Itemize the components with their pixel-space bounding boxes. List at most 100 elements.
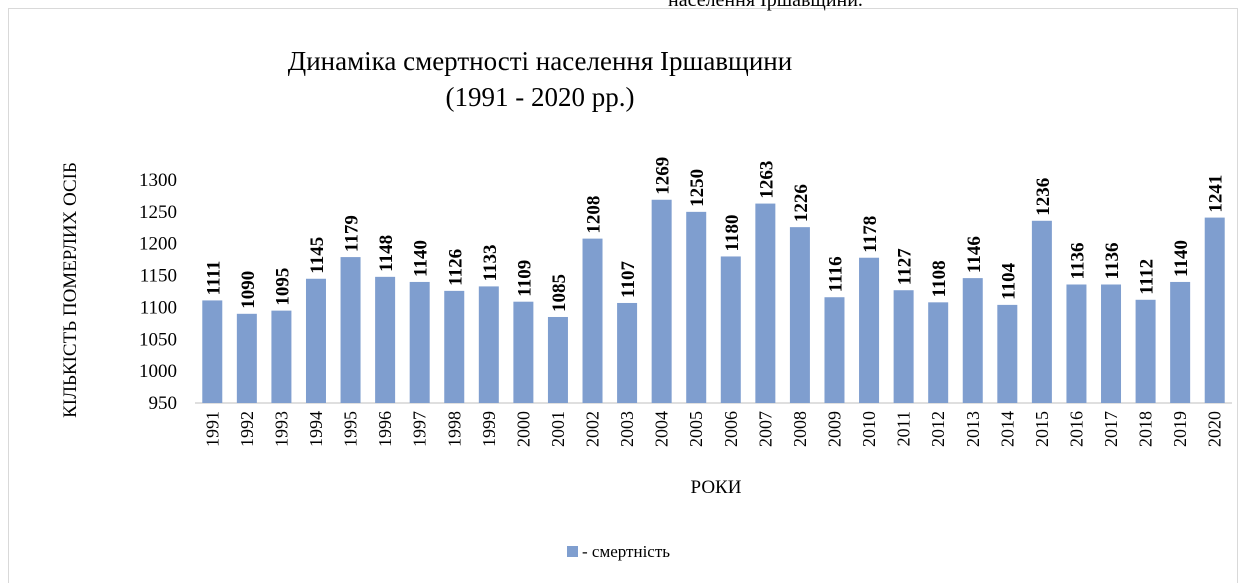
data-label: 1140 xyxy=(1171,240,1192,277)
x-tick-label: 2008 xyxy=(790,411,810,447)
bar xyxy=(617,302,638,403)
bar xyxy=(547,316,568,403)
bar xyxy=(893,290,914,403)
data-label: 1208 xyxy=(584,196,605,234)
data-label: 1178 xyxy=(860,216,881,253)
x-tick-label: 1997 xyxy=(410,411,430,447)
data-label: 1148 xyxy=(376,235,397,272)
bar xyxy=(997,304,1018,403)
bar xyxy=(271,310,292,403)
x-tick-label: 1999 xyxy=(479,411,499,447)
x-tick-label: 2020 xyxy=(1205,411,1225,447)
bar xyxy=(1170,281,1191,403)
data-label: 1107 xyxy=(618,261,639,298)
data-label: 1179 xyxy=(342,215,363,252)
x-tick-label: 1992 xyxy=(237,411,257,447)
bar xyxy=(444,290,465,403)
x-tick-label: 2013 xyxy=(963,411,983,447)
x-tick-label: 1993 xyxy=(271,411,291,447)
data-label: 1180 xyxy=(722,215,743,252)
x-tick-label: 2003 xyxy=(617,411,637,447)
x-tick-label: 2009 xyxy=(824,411,844,447)
data-label: 1112 xyxy=(1137,259,1158,295)
data-label: 1250 xyxy=(687,169,708,207)
data-label: 1108 xyxy=(929,260,950,297)
data-label: 1236 xyxy=(1033,178,1054,216)
y-tick-label: 1000 xyxy=(139,361,177,382)
bar xyxy=(651,199,672,403)
data-label: 1263 xyxy=(756,161,777,199)
x-tick-label: 2015 xyxy=(1032,411,1052,447)
x-tick-label: 2005 xyxy=(686,411,706,447)
bar xyxy=(305,278,326,403)
data-label: 1269 xyxy=(653,157,674,195)
bar xyxy=(928,302,949,403)
data-label: 1136 xyxy=(1102,243,1123,280)
x-tick-label: 2018 xyxy=(1136,411,1156,447)
data-label: 1136 xyxy=(1067,243,1088,280)
data-label: 1146 xyxy=(964,236,985,273)
bar xyxy=(582,238,603,403)
bar xyxy=(1031,220,1052,403)
y-tick-label: 1050 xyxy=(139,329,177,350)
bar xyxy=(824,297,845,403)
x-tick-label: 2001 xyxy=(548,411,568,447)
bar xyxy=(720,256,741,403)
bar xyxy=(1204,217,1225,403)
y-tick-label: 1150 xyxy=(140,266,177,287)
bar xyxy=(859,257,880,403)
bar xyxy=(478,286,499,403)
y-tick-label: 1200 xyxy=(139,234,177,255)
bar xyxy=(513,301,534,403)
bar xyxy=(962,278,983,403)
x-tick-label: 1991 xyxy=(202,411,222,447)
x-tick-label: 2017 xyxy=(1101,411,1121,447)
data-label: 1126 xyxy=(445,249,466,286)
bar xyxy=(236,313,257,403)
legend-swatch xyxy=(567,546,578,557)
bar xyxy=(789,227,810,403)
bar xyxy=(375,276,396,403)
legend-label: - смертність xyxy=(582,542,670,561)
data-label: 1140 xyxy=(411,240,432,277)
x-tick-label: 2011 xyxy=(894,411,914,446)
x-tick-label: 2006 xyxy=(721,411,741,447)
data-label: 1111 xyxy=(203,261,224,296)
x-tick-label: 1994 xyxy=(306,411,326,447)
x-tick-label: 2010 xyxy=(859,411,879,447)
x-axis-label: РОКИ xyxy=(691,477,742,498)
x-tick-label: 2014 xyxy=(997,411,1017,447)
data-label: 1116 xyxy=(825,256,846,292)
chart-title: Динаміка смертності населення Іршавщини xyxy=(288,46,792,76)
data-label: 1109 xyxy=(514,260,535,297)
bar xyxy=(686,211,707,403)
bar xyxy=(755,203,776,403)
data-label: 1127 xyxy=(895,248,916,285)
bar xyxy=(1135,299,1156,403)
x-tick-label: 1995 xyxy=(341,411,361,447)
data-label: 1104 xyxy=(998,262,1019,299)
y-tick-label: 1100 xyxy=(140,297,177,318)
y-tick-label: 950 xyxy=(149,393,178,414)
x-tick-label: 2000 xyxy=(513,411,533,447)
y-tick-label: 1250 xyxy=(139,202,177,223)
data-label: 1145 xyxy=(307,237,328,274)
caption: населення Іршавщини. xyxy=(668,0,863,11)
bar xyxy=(1066,284,1087,403)
x-tick-label: 1996 xyxy=(375,411,395,447)
chart-title: (1991 - 2020 рр.) xyxy=(446,82,635,112)
x-tick-label: 2019 xyxy=(1170,411,1190,447)
x-tick-label: 2012 xyxy=(928,411,948,447)
data-label: 1085 xyxy=(549,274,570,312)
bar xyxy=(340,257,361,403)
data-label: 1241 xyxy=(1206,175,1227,213)
data-label: 1095 xyxy=(272,268,293,306)
x-tick-label: 1998 xyxy=(444,411,464,447)
data-label: 1226 xyxy=(791,184,812,222)
y-tick-label: 1300 xyxy=(139,170,177,191)
x-tick-label: 2002 xyxy=(583,411,603,447)
y-axis-label: КІЛЬКІСТЬ ПОМЕРЛИХ ОСІБ xyxy=(60,162,81,418)
x-tick-label: 2004 xyxy=(652,411,672,447)
